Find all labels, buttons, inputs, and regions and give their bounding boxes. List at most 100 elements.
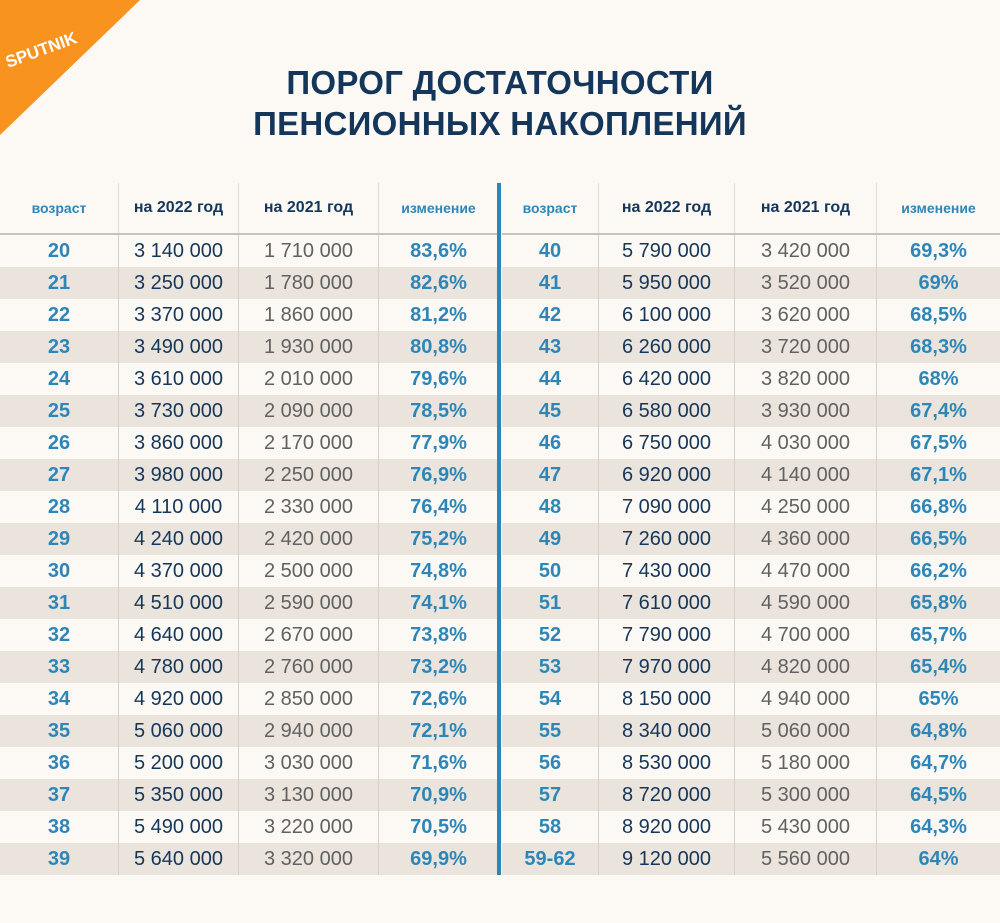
table-row: 22 3 370 000 1 860 000 81,2% [0,299,498,331]
age-cell: 20 [47,239,71,262]
value-2022-cell: 4 370 000 [118,555,238,587]
table-row: 34 4 920 000 2 850 000 72,6% [0,683,498,715]
value-2021-cell: 2 760 000 [238,651,378,683]
value-2021-cell: 1 860 000 [238,299,378,331]
table-row: 58 8 920 000 5 430 000 64,3% [502,811,1000,843]
age-cell: 37 [47,783,71,806]
age-cell: 55 [538,719,562,742]
table-row: 26 3 860 000 2 170 000 77,9% [0,427,498,459]
value-2021-cell: 4 030 000 [734,427,876,459]
table-row: 21 3 250 000 1 780 000 82,6% [0,267,498,299]
age-cell: 29 [47,527,71,550]
value-2022-cell: 6 920 000 [598,459,734,491]
header-2021: на 2021 год [238,183,378,233]
value-2021-cell: 4 820 000 [734,651,876,683]
table-row: 40 5 790 000 3 420 000 69,3% [502,235,1000,267]
change-cell: 82,6% [378,267,498,299]
value-2021-cell: 2 170 000 [238,427,378,459]
value-2021-cell: 2 330 000 [238,491,378,523]
value-2022-cell: 4 640 000 [118,619,238,651]
value-2022-cell: 8 920 000 [598,811,734,843]
change-cell: 72,1% [378,715,498,747]
change-cell: 64,8% [876,715,1000,747]
change-cell: 65,7% [876,619,1000,651]
table-row: 25 3 730 000 2 090 000 78,5% [0,395,498,427]
value-2022-cell: 3 490 000 [118,331,238,363]
value-2022-cell: 5 950 000 [598,267,734,299]
value-2022-cell: 7 790 000 [598,619,734,651]
value-2022-cell: 3 980 000 [118,459,238,491]
age-cell: 47 [538,463,562,486]
age-cell: 51 [538,591,562,614]
value-2021-cell: 3 520 000 [734,267,876,299]
age-cell: 41 [538,271,562,294]
age-cell: 26 [47,431,71,454]
table-row: 35 5 060 000 2 940 000 72,1% [0,715,498,747]
change-cell: 76,4% [378,491,498,523]
value-2021-cell: 1 780 000 [238,267,378,299]
change-cell: 68,3% [876,331,1000,363]
value-2021-cell: 2 420 000 [238,523,378,555]
value-2021-cell: 3 720 000 [734,331,876,363]
header-2022: на 2022 год [118,183,238,233]
table-row: 29 4 240 000 2 420 000 75,2% [0,523,498,555]
change-cell: 74,8% [378,555,498,587]
value-2022-cell: 9 120 000 [598,843,734,875]
value-2021-cell: 4 940 000 [734,683,876,715]
value-2021-cell: 3 030 000 [238,747,378,779]
table-header-left: возраст на 2022 год на 2021 год изменени… [0,183,498,235]
age-cell: 39 [47,847,71,870]
sputnik-logo: SPUTNIK [0,0,140,135]
value-2022-cell: 7 090 000 [598,491,734,523]
rows-left: 20 3 140 000 1 710 000 83,6% 21 3 250 000 1 78… [0,235,498,875]
value-2021-cell: 3 220 000 [238,811,378,843]
age-cell: 38 [47,815,71,838]
change-cell: 76,9% [378,459,498,491]
value-2021-cell: 4 250 000 [734,491,876,523]
value-2021-cell: 5 430 000 [734,811,876,843]
value-2022-cell: 3 730 000 [118,395,238,427]
value-2022-cell: 5 490 000 [118,811,238,843]
header-2021: на 2021 год [734,183,876,233]
change-cell: 64% [876,843,1000,875]
value-2022-cell: 5 200 000 [118,747,238,779]
value-2021-cell: 2 500 000 [238,555,378,587]
table-row: 31 4 510 000 2 590 000 74,1% [0,587,498,619]
value-2022-cell: 4 240 000 [118,523,238,555]
change-cell: 80,8% [378,331,498,363]
value-2022-cell: 6 580 000 [598,395,734,427]
table-left-half: возраст на 2022 год на 2021 год изменени… [0,183,498,875]
age-cell: 59-62 [524,847,576,870]
table-row: 39 5 640 000 3 320 000 69,9% [0,843,498,875]
value-2021-cell: 4 700 000 [734,619,876,651]
value-2022-cell: 3 610 000 [118,363,238,395]
title-line-2: ПЕНСИОННЫХ НАКОПЛЕНИЙ [253,105,747,142]
table-row: 52 7 790 000 4 700 000 65,7% [502,619,1000,651]
table-row: 57 8 720 000 5 300 000 64,5% [502,779,1000,811]
change-cell: 75,2% [378,523,498,555]
value-2022-cell: 6 420 000 [598,363,734,395]
age-cell: 56 [538,751,562,774]
value-2021-cell: 5 300 000 [734,779,876,811]
age-cell: 42 [538,303,562,326]
title-line-1: ПОРОГ ДОСТАТОЧНОСТИ [286,64,714,101]
value-2021-cell: 2 940 000 [238,715,378,747]
value-2022-cell: 8 530 000 [598,747,734,779]
change-cell: 64,5% [876,779,1000,811]
value-2022-cell: 4 780 000 [118,651,238,683]
table-row: 30 4 370 000 2 500 000 74,8% [0,555,498,587]
table-row: 42 6 100 000 3 620 000 68,5% [502,299,1000,331]
age-cell: 25 [47,399,71,422]
change-cell: 78,5% [378,395,498,427]
header-change: изменение [378,183,498,233]
table-row: 24 3 610 000 2 010 000 79,6% [0,363,498,395]
table-row: 38 5 490 000 3 220 000 70,5% [0,811,498,843]
table-row: 20 3 140 000 1 710 000 83,6% [0,235,498,267]
change-cell: 65,8% [876,587,1000,619]
value-2021-cell: 3 820 000 [734,363,876,395]
value-2021-cell: 5 180 000 [734,747,876,779]
age-cell: 48 [538,495,562,518]
table-row: 59-62 9 120 000 5 560 000 64% [502,843,1000,875]
table-row: 27 3 980 000 2 250 000 76,9% [0,459,498,491]
age-cell: 34 [47,687,71,710]
